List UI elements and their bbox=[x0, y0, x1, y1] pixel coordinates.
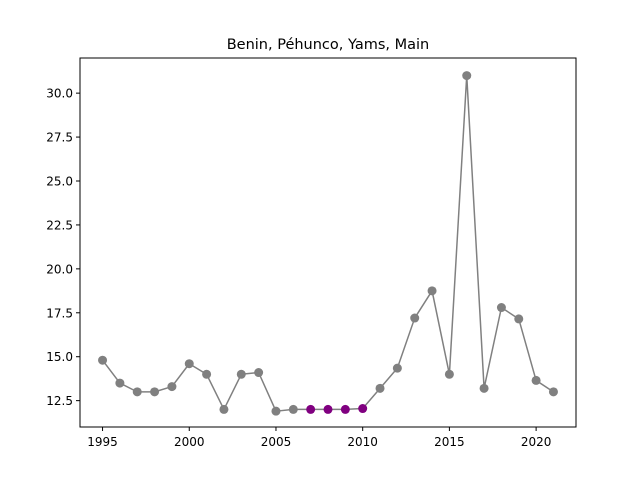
data-point bbox=[444, 369, 454, 379]
data-point bbox=[548, 387, 558, 397]
data-point bbox=[184, 359, 194, 369]
x-axis: 1995 2000 2005 2010 2015 2020 bbox=[87, 427, 551, 449]
data-point bbox=[514, 314, 524, 324]
x-tick-label: 2000 bbox=[174, 435, 205, 449]
data-point bbox=[115, 378, 125, 388]
data-point bbox=[375, 383, 385, 393]
x-tick-label: 1995 bbox=[87, 435, 118, 449]
x-tick-label: 2005 bbox=[261, 435, 292, 449]
y-axis: 12.5 15.0 17.5 20.0 22.5 25.0 27.5 30.0 bbox=[46, 87, 80, 408]
axes-frame bbox=[79, 57, 577, 428]
data-point bbox=[271, 406, 281, 416]
data-point bbox=[479, 383, 489, 393]
x-tick-label: 2015 bbox=[434, 435, 465, 449]
data-point bbox=[462, 71, 472, 81]
data-point bbox=[410, 313, 420, 323]
highlight-point bbox=[340, 404, 350, 414]
chart-title: Benin, Péhunco, Yams, Main bbox=[227, 37, 430, 53]
data-point bbox=[132, 387, 142, 397]
data-point bbox=[219, 404, 229, 414]
y-tick-label: 17.5 bbox=[46, 306, 73, 320]
data-point bbox=[288, 404, 298, 414]
x-tick-label: 2010 bbox=[347, 435, 378, 449]
data-point bbox=[236, 369, 246, 379]
y-tick-label: 30.0 bbox=[46, 87, 73, 101]
y-tick-label: 25.0 bbox=[46, 175, 73, 189]
series-line bbox=[101, 74, 554, 412]
x-tick-label: 2020 bbox=[521, 435, 552, 449]
y-tick-label: 27.5 bbox=[46, 131, 73, 145]
highlight-point bbox=[306, 404, 316, 414]
data-point bbox=[98, 355, 108, 365]
highlight-point bbox=[358, 404, 368, 414]
y-tick-label: 22.5 bbox=[46, 218, 73, 232]
y-tick-label: 15.0 bbox=[46, 350, 73, 364]
data-point bbox=[202, 369, 212, 379]
y-tick-label: 20.0 bbox=[46, 262, 73, 276]
data-point bbox=[427, 286, 437, 296]
y-tick-label: 12.5 bbox=[46, 394, 73, 408]
data-point bbox=[392, 363, 402, 373]
data-point bbox=[531, 375, 541, 385]
plot-area bbox=[98, 71, 558, 416]
data-point bbox=[150, 387, 160, 397]
data-point bbox=[167, 382, 177, 392]
data-point bbox=[496, 303, 506, 313]
highlight-point bbox=[323, 404, 333, 414]
data-point bbox=[254, 368, 264, 378]
